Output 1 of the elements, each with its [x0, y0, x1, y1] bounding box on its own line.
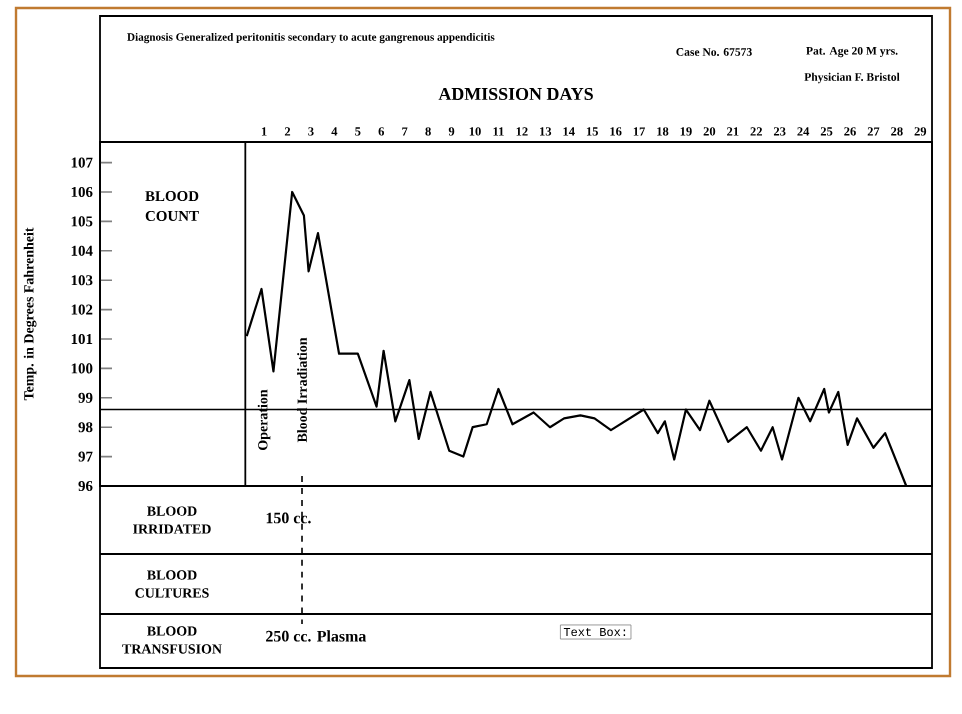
x-axis-title: ADMISSION DAYS	[438, 87, 593, 101]
